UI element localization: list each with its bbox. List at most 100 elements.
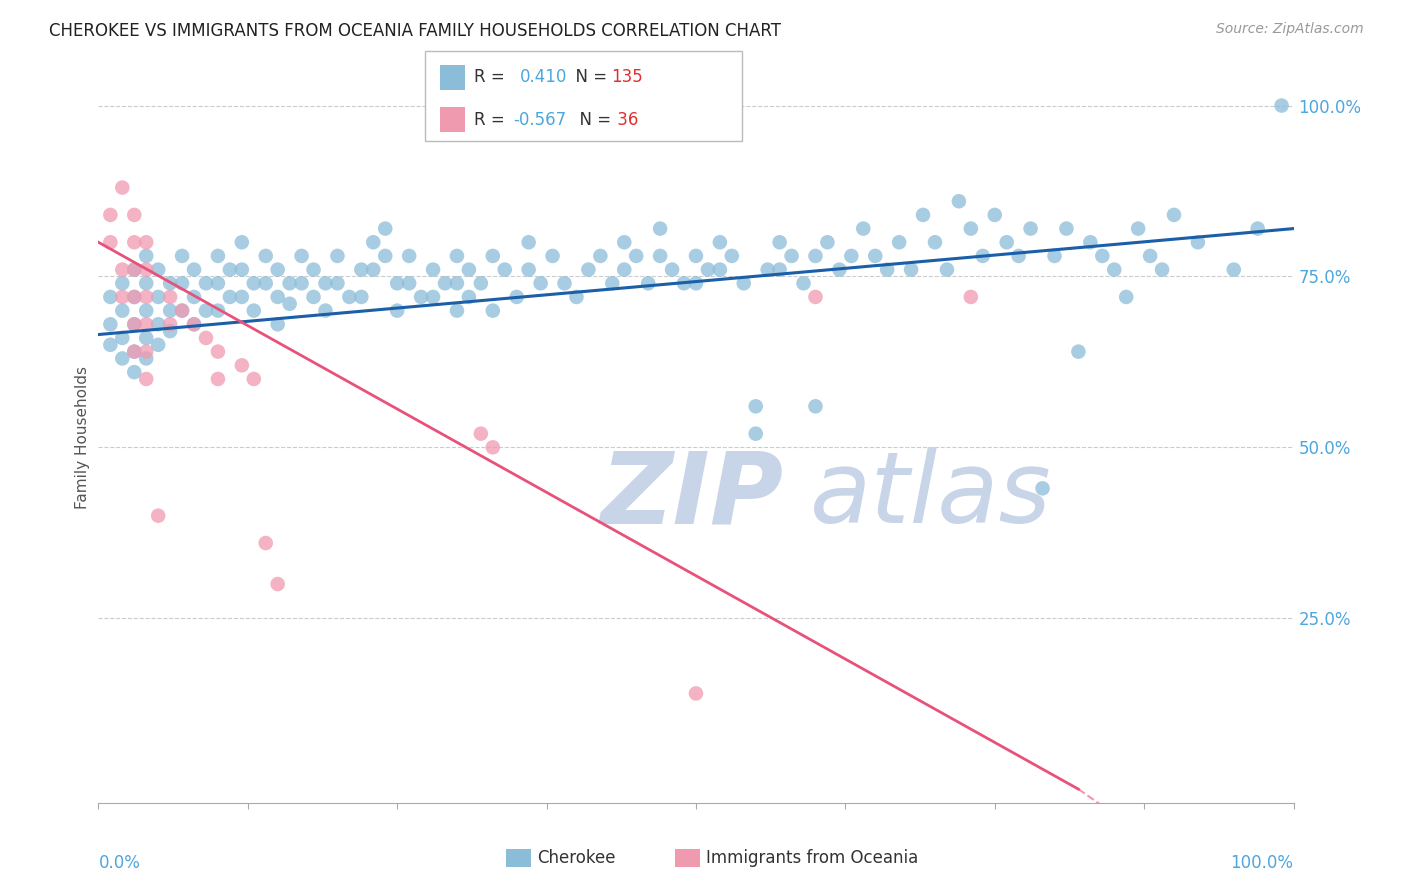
Point <box>804 249 827 263</box>
Point <box>98 318 122 332</box>
Point <box>111 180 134 194</box>
Point <box>1152 262 1174 277</box>
Point <box>613 262 636 277</box>
Point <box>124 262 146 277</box>
Text: N =: N = <box>569 111 617 128</box>
Point <box>98 235 122 250</box>
Text: R =: R = <box>474 69 515 87</box>
Point <box>446 303 468 318</box>
Point <box>745 426 768 441</box>
Point <box>135 318 157 332</box>
Point <box>291 277 314 291</box>
Point <box>470 426 492 441</box>
Point <box>960 221 983 235</box>
Point <box>363 262 385 277</box>
Point <box>111 303 134 318</box>
Point <box>589 249 612 263</box>
Point <box>1008 249 1031 263</box>
Point <box>841 249 863 263</box>
Point <box>648 249 672 263</box>
Point <box>219 262 242 277</box>
Point <box>278 277 301 291</box>
Point <box>780 249 803 263</box>
Point <box>709 235 731 250</box>
Point <box>195 303 218 318</box>
Point <box>159 290 181 304</box>
Point <box>326 249 349 263</box>
Point <box>458 290 481 304</box>
Point <box>159 277 181 291</box>
Point <box>207 249 229 263</box>
Point <box>602 277 624 291</box>
Point <box>972 249 994 263</box>
Point <box>673 277 696 291</box>
Point <box>172 303 194 318</box>
Point <box>422 290 444 304</box>
Point <box>541 249 564 263</box>
Point <box>1223 262 1246 277</box>
Point <box>768 235 790 250</box>
Point <box>135 277 157 291</box>
Point <box>231 359 253 373</box>
Point <box>219 290 242 304</box>
Point <box>1163 208 1185 222</box>
Point <box>948 194 970 209</box>
Point <box>517 262 540 277</box>
Point <box>374 249 396 263</box>
Point <box>481 440 505 454</box>
Point <box>315 277 337 291</box>
Point <box>494 262 516 277</box>
Point <box>243 277 266 291</box>
Point <box>565 290 588 304</box>
Point <box>865 249 887 263</box>
Point <box>828 262 851 277</box>
Point <box>195 277 218 291</box>
Point <box>243 303 266 318</box>
Point <box>793 277 815 291</box>
Point <box>254 277 277 291</box>
Point <box>326 277 349 291</box>
Point <box>411 290 433 304</box>
Point <box>398 277 420 291</box>
Point <box>135 372 157 386</box>
Point <box>231 290 253 304</box>
Text: R =: R = <box>474 111 510 128</box>
Point <box>148 508 170 523</box>
Point <box>267 262 290 277</box>
Point <box>98 290 122 304</box>
Point <box>243 372 266 386</box>
Point <box>278 297 301 311</box>
Point <box>135 303 157 318</box>
Point <box>745 400 768 414</box>
Text: N =: N = <box>565 69 613 87</box>
Point <box>1115 290 1137 304</box>
Point <box>648 221 672 235</box>
Point <box>984 208 1007 222</box>
Point <box>98 338 122 352</box>
Text: ZIP: ZIP <box>600 447 783 544</box>
Point <box>183 262 205 277</box>
Point <box>302 262 325 277</box>
Point <box>135 331 157 345</box>
Point <box>111 262 134 277</box>
Point <box>111 277 134 291</box>
Point <box>458 262 481 277</box>
Point <box>733 277 755 291</box>
Point <box>267 318 290 332</box>
Point <box>159 318 181 332</box>
Point <box>1271 98 1294 112</box>
Point <box>446 277 468 291</box>
Point <box>481 303 505 318</box>
Point <box>709 262 731 277</box>
Point <box>434 277 457 291</box>
Point <box>530 277 553 291</box>
Point <box>302 290 325 304</box>
Point <box>207 344 229 359</box>
Point <box>446 249 468 263</box>
Point <box>815 235 838 250</box>
Text: 0.410: 0.410 <box>520 69 568 87</box>
Point <box>804 400 827 414</box>
Point <box>148 262 170 277</box>
Point <box>1032 481 1054 495</box>
Point <box>363 235 385 250</box>
